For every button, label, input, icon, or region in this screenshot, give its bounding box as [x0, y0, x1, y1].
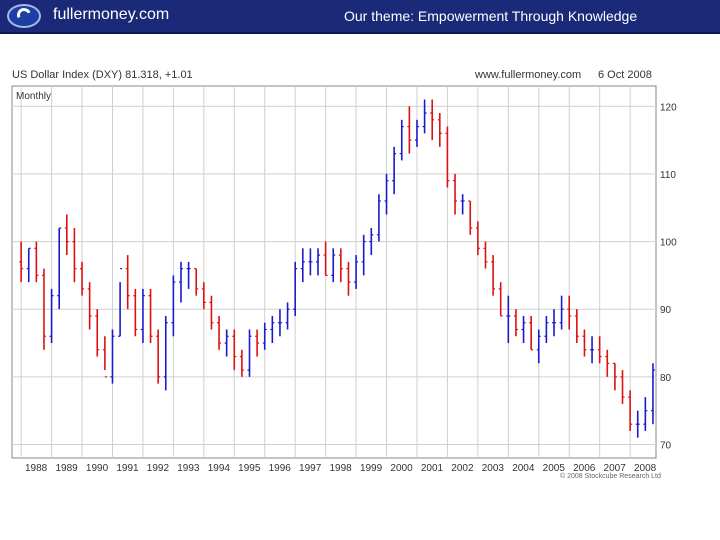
header-bar: fullermoney.com Our theme: Empowerment T… [0, 0, 720, 34]
y-tick-label: 80 [660, 373, 672, 384]
x-axis-ticks: 1988 1989 1990 1991 1992 1993 1994 1995 1996 1997… [25, 463, 657, 474]
x-tick-label: 2006 [573, 463, 596, 474]
x-tick-label: 1993 [177, 463, 200, 474]
x-tick-label: 1990 [86, 463, 109, 474]
y-tick-label: 110 [660, 170, 676, 181]
x-tick-label: 2004 [512, 463, 535, 474]
chart-date: 6 Oct 2008 [598, 69, 652, 81]
x-tick-label: 1997 [299, 463, 322, 474]
x-tick-label: 2008 [634, 463, 657, 474]
x-tick-label: 1999 [360, 463, 383, 474]
globe-logo-icon [7, 4, 41, 28]
y-tick-label: 90 [660, 305, 672, 316]
x-tick-label: 1995 [238, 463, 261, 474]
x-tick-label: 2003 [482, 463, 505, 474]
chart-copyright: © 2008 Stockcube Research Ltd [560, 472, 661, 480]
theme-tagline: Our theme: Empowerment Through Knowledge [344, 8, 638, 24]
price-bars [19, 99, 655, 438]
x-tick-label: 1989 [55, 463, 78, 474]
x-tick-label: 2000 [390, 463, 413, 474]
x-tick-label: 1992 [147, 463, 170, 474]
x-tick-label: 1988 [25, 463, 48, 474]
y-tick-label: 120 [660, 102, 677, 113]
chart-period: Monthly [16, 91, 51, 102]
y-axis-ticks: 70 80 90 100 110 120 [660, 102, 677, 451]
x-tick-label: 2005 [543, 463, 566, 474]
dxy-chart: 70 80 90 100 110 120 1988 1989 1990 1991 1992 1993… [11, 69, 677, 480]
x-tick-label: 1991 [116, 463, 139, 474]
brand-name: fullermoney.com [53, 6, 170, 23]
y-tick-label: 70 [660, 440, 672, 451]
x-tick-label: 1994 [208, 463, 231, 474]
x-tick-label: 2007 [604, 463, 627, 474]
x-tick-label: 1996 [269, 463, 292, 474]
chart-container: 70 80 90 100 110 120 1988 1989 1990 1991 1992 1993… [10, 64, 690, 489]
x-tick-label: 2002 [451, 463, 474, 474]
chart-source: www.fullermoney.com [474, 69, 581, 81]
x-tick-label: 1998 [330, 463, 353, 474]
y-tick-label: 100 [660, 238, 677, 249]
x-tick-label: 2001 [421, 463, 444, 474]
chart-title: US Dollar Index (DXY) 81.318, +1.01 [12, 69, 193, 81]
